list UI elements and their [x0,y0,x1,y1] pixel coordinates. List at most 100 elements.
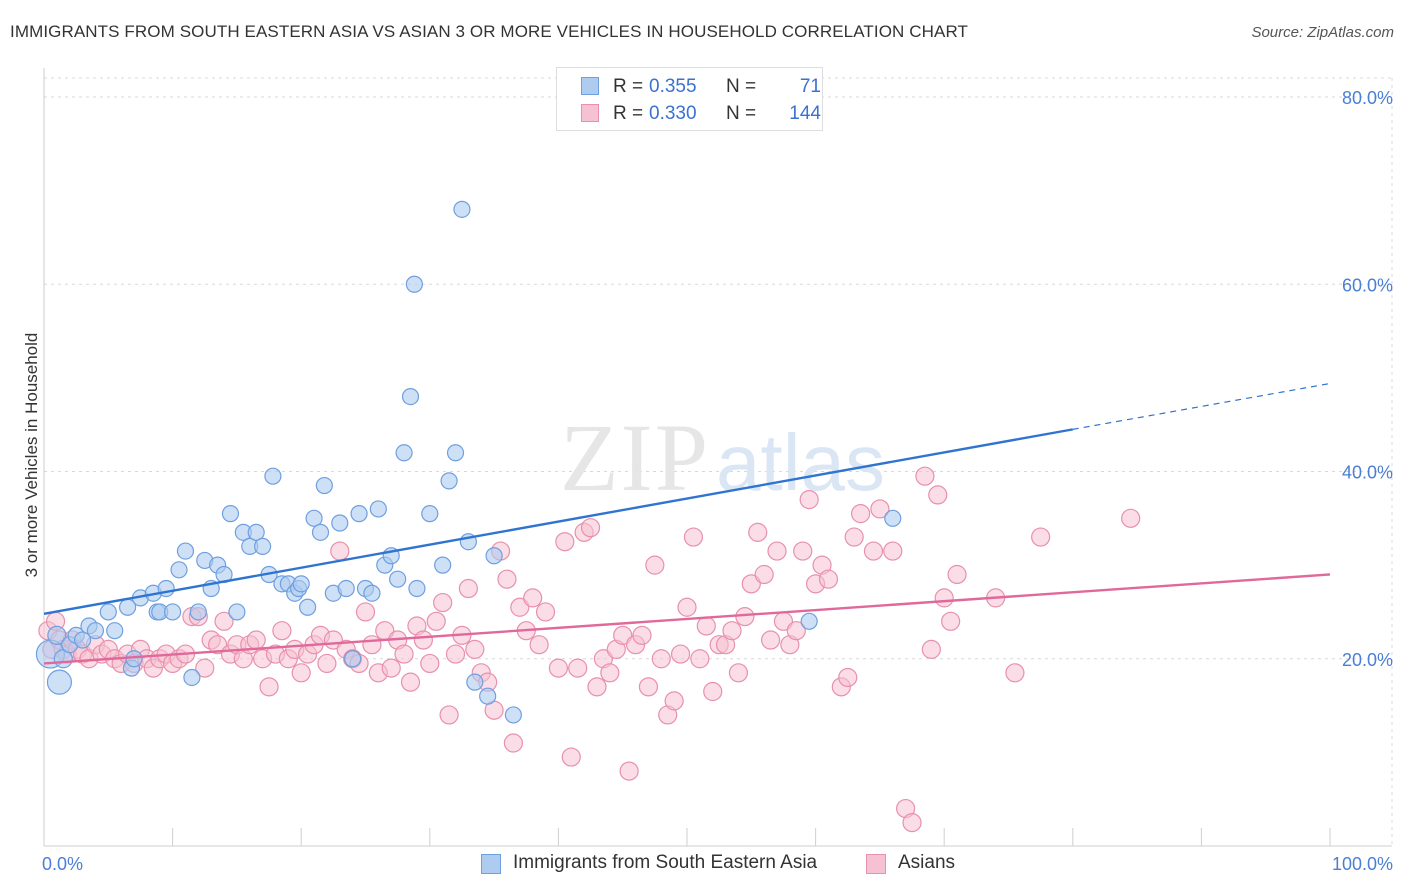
asians-point [246,630,266,650]
asians-point [921,639,941,659]
immigrants-point [405,275,423,293]
asians-point [683,527,704,547]
asians-point [793,541,813,561]
immigrants-point [176,542,195,560]
asians-point [394,644,414,664]
asians-point [561,747,581,767]
asians-points [38,466,1141,833]
asians-point [947,564,967,585]
legend-n-value: 71 [799,76,821,97]
legend-n-label: N = [726,76,757,97]
asians-point [883,541,903,561]
immigrants-point [485,547,503,565]
immigrants-point [466,673,484,691]
y-tick-label: 60.0% [1342,275,1393,295]
asians-point [799,489,819,510]
legend-n-label: N = [726,103,757,124]
asians-point [497,569,517,589]
asians-point [413,630,433,650]
immigrants-point [86,622,105,640]
chart-title: IMMIGRANTS FROM SOUTH EASTERN ASIA VS AS… [10,22,968,41]
asians-point [703,681,723,702]
y-tick-label: 40.0% [1342,463,1393,483]
asians-point [645,555,665,575]
asians-point [722,621,742,641]
asians-point [632,625,652,645]
asians-point [381,658,401,678]
asians-point [690,649,710,669]
immigrants-point [344,650,362,668]
immigrants-point [228,603,246,621]
immigrants-point [106,622,124,640]
immigrants-point [189,603,207,621]
y-tick-label: 20.0% [1342,650,1393,670]
immigrants-point [350,505,368,523]
asians-point [619,761,639,781]
immigrants-point [421,505,439,523]
asians-point [613,625,633,645]
immigrants-point [247,523,265,541]
immigrants-point [47,625,67,645]
bottom-legend-label-series2: Asians [898,852,956,873]
asians-point [1005,663,1025,683]
bottom-legend-swatch-series1 [481,854,501,874]
asians-point [580,518,601,538]
asians-point [651,649,671,669]
asians-point [838,667,858,688]
asians-point [767,541,787,561]
immigrants-point [331,514,349,532]
legend-r-value: 0.330 [649,103,697,124]
asians-point [902,812,922,833]
immigrants-point [800,612,818,630]
asians-point [523,588,543,608]
y-axis-label: 3 or more Vehicles in Household [22,333,41,578]
asians-point [760,630,781,650]
immigrants-point [46,669,73,695]
asians-point [214,611,234,631]
immigrants-point [479,687,497,705]
asians-point [465,639,485,659]
immigrants-point [395,444,413,462]
asians-point [445,644,466,664]
asians-point [362,635,382,655]
immigrants-point [446,444,465,462]
immigrants-point [440,472,458,490]
asians-point [400,672,421,692]
immigrants-point [157,579,175,598]
bottom-legend-swatch-series2 [866,854,886,874]
asians-point [741,574,761,594]
immigrants-point [164,603,182,621]
asians-point [208,635,228,655]
tick-labels: 20.0% 40.0% 60.0% 80.0% 0.0% 100.0% [42,88,1393,874]
immigrants-point [401,388,420,406]
asians-point [433,592,453,613]
legend-n-value: 144 [789,103,821,124]
asians-point [934,588,954,608]
asians-point [754,564,774,585]
asians-point [548,658,569,678]
asians-point [330,541,350,561]
x-tick-label: 100.0% [1332,854,1393,874]
asians-point [941,611,961,631]
immigrants-point [99,603,117,621]
y-tick-label: 80.0% [1342,88,1393,108]
asians-point [272,621,292,641]
legend-r-value: 0.355 [649,76,697,97]
bottom-legend-series1: Immigrants from South Eastern Asia [481,852,841,878]
legend-swatch-series2 [581,104,599,122]
asians-point [426,611,446,631]
asians-point [786,621,806,641]
trend-lines [43,382,1331,665]
immigrants-points [35,200,902,724]
immigrants-point [408,579,426,598]
asians-point [863,541,884,561]
bottom-legend-label-series1: Immigrants from South Eastern Asia [513,852,818,873]
asians-point [696,616,716,636]
x-tick-label: 0.0% [42,854,83,874]
asians-point [555,532,575,552]
asians-point [818,569,839,589]
asians-point [664,691,684,711]
immigrants-point [292,575,310,593]
asians-point [259,677,279,697]
